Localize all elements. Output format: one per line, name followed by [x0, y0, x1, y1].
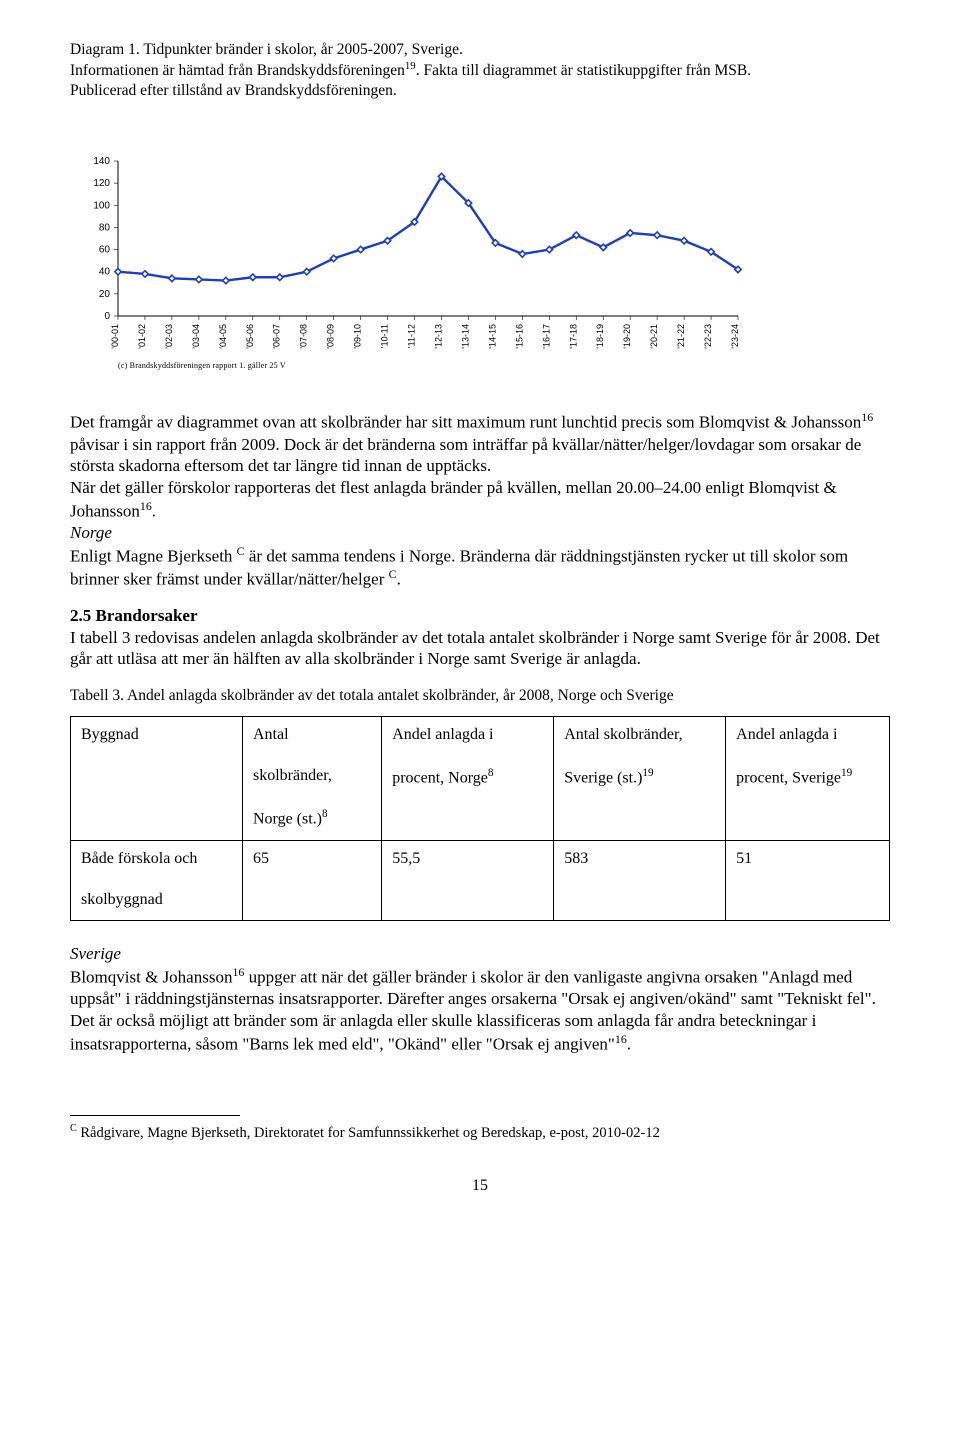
line-chart: 0 20 40 60 80 100 120 140 '00-01 '01-02 '02-03 '03-…	[70, 151, 890, 351]
svg-text:'14-15: '14-15	[487, 324, 497, 349]
table-row: Både förskola och skolbyggnad 65 55,5 58…	[71, 840, 890, 920]
svg-text:'21-22: '21-22	[676, 324, 686, 349]
svg-text:'03-04: '03-04	[191, 324, 201, 349]
svg-text:'10-11: '10-11	[380, 324, 390, 348]
svg-text:'19-20: '19-20	[622, 324, 632, 349]
caption-line2a: Informationen är hämtad från Brandskydds…	[70, 62, 405, 79]
th-byggnad: Byggnad	[71, 716, 243, 840]
page-number: 15	[70, 1176, 890, 1196]
table-3: Byggnad Antal skolbränder, Norge (st.)8 …	[70, 716, 890, 921]
svg-text:'01-02: '01-02	[137, 324, 147, 349]
caption-line2b: . Fakta till diagrammet är statistikuppg…	[416, 62, 751, 79]
sverige-label: Sverige	[70, 944, 121, 963]
th-andel-sverige: Andel anlagda i procent, Sverige19	[726, 716, 890, 840]
caption-line1: Diagram 1. Tidpunkter bränder i skolor, …	[70, 41, 463, 58]
footnotes: C Rådgivare, Magne Bjerkseth, Direktorat…	[70, 1115, 890, 1142]
svg-text:0: 0	[104, 311, 110, 322]
paragraph-1: Det framgår av diagrammet ovan att skolb…	[70, 410, 890, 591]
svg-text:'04-05: '04-05	[218, 324, 228, 349]
td-byggnad: Både förskola och skolbyggnad	[71, 840, 243, 920]
td-andel-norge: 55,5	[382, 840, 554, 920]
svg-text:'05-06: '05-06	[245, 324, 255, 349]
table-caption: Tabell 3. Andel anlagda skolbränder av d…	[70, 686, 890, 706]
td-antal-sverige: 583	[554, 840, 726, 920]
caption-sup: 19	[405, 60, 416, 72]
svg-text:'11-12: '11-12	[407, 324, 417, 348]
svg-text:'23-24: '23-24	[730, 324, 740, 349]
svg-text:40: 40	[99, 266, 111, 277]
chart-footnote: (c) Brandskyddsföreningen rapport 1. gäl…	[118, 361, 890, 371]
diagram-caption: Diagram 1. Tidpunkter bränder i skolor, …	[70, 40, 890, 101]
norge-label: Norge	[70, 523, 112, 542]
svg-text:'16-17: '16-17	[541, 324, 551, 349]
th-andel-norge: Andel anlagda i procent, Norge8	[382, 716, 554, 840]
paragraph-3: I tabell 3 redovisas andelen anlagda sko…	[70, 628, 880, 669]
heading-2-5: 2.5 Brandorsaker	[70, 606, 198, 625]
section-2-5: 2.5 Brandorsaker I tabell 3 redovisas an…	[70, 605, 890, 670]
th-antal-norge: Antal skolbränder, Norge (st.)8	[242, 716, 381, 840]
svg-text:'09-10: '09-10	[353, 324, 363, 349]
table-header-row: Byggnad Antal skolbränder, Norge (st.)8 …	[71, 716, 890, 840]
chart-svg: 0 20 40 60 80 100 120 140 '00-01 '01-02 '02-03 '03-…	[70, 151, 760, 351]
svg-text:140: 140	[93, 156, 110, 167]
svg-text:'17-18: '17-18	[568, 324, 578, 349]
paragraph-4: Sverige Blomqvist & Johansson16 uppger a…	[70, 943, 890, 1055]
svg-text:'08-09: '08-09	[326, 324, 336, 349]
caption-line3: Publicerad efter tillstånd av Brandskydd…	[70, 82, 397, 99]
svg-text:'18-19: '18-19	[595, 324, 605, 349]
td-andel-sverige: 51	[726, 840, 890, 920]
svg-text:120: 120	[93, 178, 110, 189]
svg-text:'13-14: '13-14	[460, 324, 470, 349]
svg-text:'00-01: '00-01	[110, 324, 120, 349]
td-antal-norge: 65	[242, 840, 381, 920]
svg-text:'02-03: '02-03	[164, 324, 174, 349]
svg-text:'07-08: '07-08	[299, 324, 309, 349]
svg-text:'20-21: '20-21	[649, 324, 659, 349]
svg-text:'15-16: '15-16	[514, 324, 524, 349]
footnote-c: C Rådgivare, Magne Bjerkseth, Direktorat…	[70, 1122, 890, 1142]
svg-text:'22-23: '22-23	[703, 324, 713, 349]
svg-text:100: 100	[93, 200, 110, 211]
th-antal-sverige: Antal skolbränder, Sverige (st.)19	[554, 716, 726, 840]
svg-text:'06-07: '06-07	[272, 324, 282, 349]
svg-text:60: 60	[99, 244, 111, 255]
svg-text:80: 80	[99, 222, 111, 233]
footnote-rule	[70, 1115, 240, 1116]
svg-text:'12-13: '12-13	[433, 324, 443, 349]
svg-text:20: 20	[99, 288, 111, 299]
